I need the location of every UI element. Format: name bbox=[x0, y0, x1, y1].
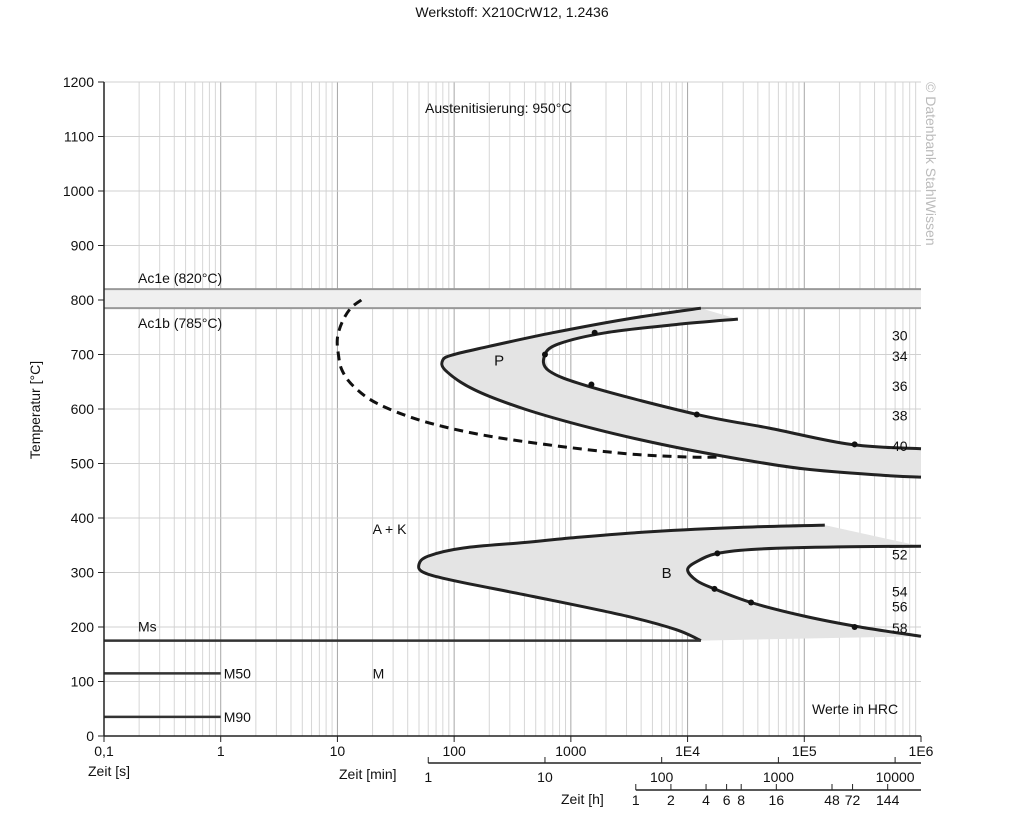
labels: Ac1e (820°C) Ac1b (785°C) P B Ms M50 M90 30 34 36… bbox=[63, 74, 934, 808]
bainite-region-label: B bbox=[662, 565, 672, 582]
y-tick-label: 1100 bbox=[64, 129, 94, 145]
bainite-hardness-point bbox=[714, 550, 721, 557]
austenitization-label: Austenitisierung: 950°C bbox=[425, 100, 571, 116]
y-tick-label: 100 bbox=[71, 674, 95, 690]
copyright-watermark: © Datenbank StahlWissen bbox=[923, 82, 939, 246]
hardness-label: 58 bbox=[892, 620, 908, 636]
x-tick-label: 1E5 bbox=[792, 743, 817, 759]
annotation-label: A + K bbox=[373, 521, 408, 537]
ac1-band bbox=[104, 289, 921, 309]
x-tick-label: 1E6 bbox=[909, 743, 934, 759]
hardness-label: 52 bbox=[892, 547, 908, 563]
m50-label: M50 bbox=[224, 665, 251, 681]
minutes-tick-label: 1 bbox=[424, 769, 432, 785]
perlite-hardness-point bbox=[591, 329, 598, 336]
x-tick-label: 1000 bbox=[555, 743, 586, 759]
minutes-tick-label: 1000 bbox=[763, 769, 794, 785]
hardness-label: 34 bbox=[892, 348, 908, 364]
hardness-label: 38 bbox=[892, 408, 908, 424]
x-axis-label-hours: Zeit [h] bbox=[561, 791, 604, 807]
y-tick-label: 300 bbox=[71, 565, 95, 581]
hours-tick-label: 48 bbox=[824, 792, 840, 808]
dashed-curve bbox=[335, 298, 723, 459]
bainite-hardness-point bbox=[851, 624, 858, 630]
y-tick-label: 800 bbox=[71, 292, 95, 308]
perlite-hardness-point bbox=[588, 381, 595, 388]
axes bbox=[98, 81, 922, 791]
y-tick-label: 500 bbox=[71, 456, 95, 472]
minutes-tick-label: 10000 bbox=[876, 769, 915, 785]
perlite-hardness-point bbox=[693, 411, 700, 418]
hours-tick-label: 1 bbox=[632, 792, 640, 808]
y-tick-label: 200 bbox=[71, 619, 95, 635]
y-tick-label: 600 bbox=[71, 401, 95, 417]
y-tick-label: 1200 bbox=[63, 74, 94, 90]
perlite-region-label: P bbox=[494, 352, 504, 369]
hours-tick-label: 72 bbox=[845, 792, 861, 808]
hours-tick-label: 4 bbox=[702, 792, 710, 808]
minutes-tick-label: 10 bbox=[537, 769, 553, 785]
hours-tick-label: 16 bbox=[769, 792, 785, 808]
annotation-label: Werte in HRC bbox=[812, 701, 898, 717]
perlite-hardness-point bbox=[541, 351, 548, 358]
perlite-start-curve bbox=[440, 306, 922, 479]
curves bbox=[104, 288, 922, 719]
perlite-end-curve bbox=[541, 317, 922, 451]
x-tick-label: 0,1 bbox=[94, 743, 114, 759]
hardness-label: 36 bbox=[892, 378, 908, 394]
x-tick-label: 100 bbox=[442, 743, 466, 759]
hardness-label: 40 bbox=[892, 438, 908, 454]
hours-tick-label: 2 bbox=[667, 792, 675, 808]
y-tick-label: 900 bbox=[71, 238, 95, 254]
y-axis-label: Temperatur [°C] bbox=[27, 361, 43, 459]
bainite-start-curve bbox=[417, 523, 825, 642]
x-axis-label-seconds: Zeit [s] bbox=[88, 763, 130, 779]
hardness-label: 54 bbox=[892, 584, 908, 600]
y-tick-label: 1000 bbox=[63, 183, 94, 199]
hours-tick-label: 144 bbox=[876, 792, 900, 808]
bainite-region-fill bbox=[419, 525, 921, 641]
minutes-tick-label: 100 bbox=[650, 769, 674, 785]
y-tick-label: 400 bbox=[71, 510, 95, 526]
hours-tick-label: 8 bbox=[737, 792, 745, 808]
bainite-hardness-point bbox=[748, 599, 755, 606]
ac1b-label: Ac1b (785°C) bbox=[138, 315, 222, 331]
y-tick-label: 0 bbox=[86, 728, 94, 744]
bainite-hardness-point bbox=[711, 585, 718, 592]
chart-title: Werkstoff: X210CrW12, 1.2436 bbox=[415, 4, 608, 20]
annotation-label: M bbox=[373, 665, 385, 681]
y-tick-label: 700 bbox=[71, 347, 95, 363]
x-axis-label-minutes: Zeit [min] bbox=[339, 766, 397, 782]
m90-label: M90 bbox=[224, 709, 251, 725]
hardness-label: 30 bbox=[892, 327, 908, 343]
x-tick-label: 1E4 bbox=[675, 743, 700, 759]
x-tick-label: 1 bbox=[217, 743, 225, 759]
bainite-end-curve bbox=[686, 544, 922, 638]
hardness-label: 56 bbox=[892, 598, 908, 614]
perlite-hardness-point bbox=[851, 441, 858, 448]
ms-label: Ms bbox=[138, 619, 157, 635]
hours-tick-label: 6 bbox=[723, 792, 731, 808]
ac1e-label: Ac1e (820°C) bbox=[138, 270, 222, 286]
x-tick-label: 10 bbox=[330, 743, 346, 759]
